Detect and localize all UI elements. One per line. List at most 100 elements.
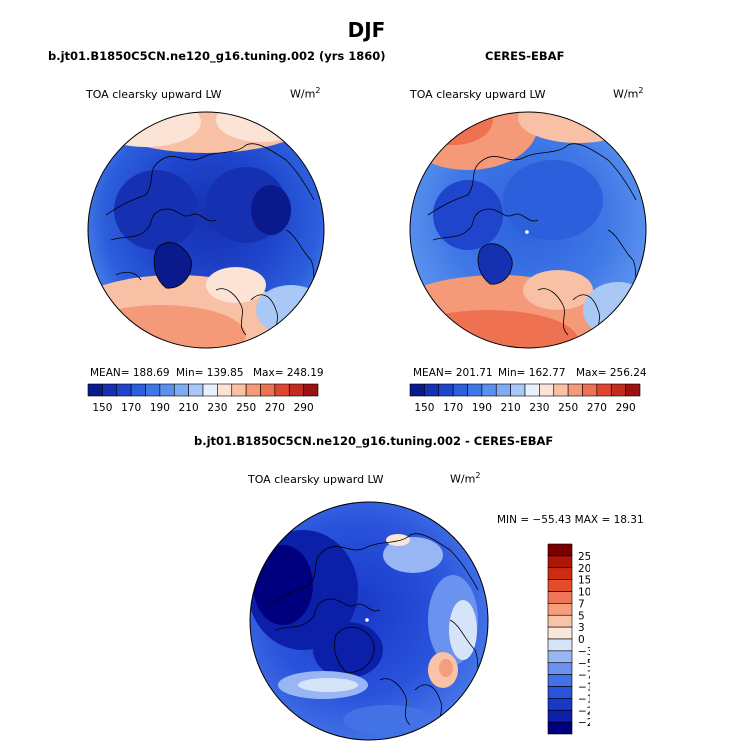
panel-1-colorbar-tick-label: 290	[294, 402, 314, 414]
panel-1-colorbar-tick-label: 190	[150, 402, 170, 414]
panel-2-colorbar-swatch	[452, 383, 468, 397]
panel-2-colorbar-tick-label: 230	[529, 402, 549, 414]
panel-1-colorbar-swatch	[260, 383, 276, 397]
panel-1-colorbar-tick-label: 150	[92, 402, 112, 414]
panel-2-colorbar-swatch	[582, 383, 598, 397]
panel-3-colorbar-swatch	[547, 626, 573, 640]
panel-1-colorbar: 150 170 190 210 230 250 270 290	[87, 383, 319, 414]
panel-3-colorbar-tick-label: 15	[578, 575, 590, 587]
panel-3-colorbar-swatch	[547, 721, 573, 735]
panel-3-colorbar-tick-label: 5	[578, 610, 585, 622]
panel-3-colorbar-swatch	[547, 638, 573, 652]
panel-3-variable-label: TOA clearsky upward LW	[248, 473, 384, 486]
panel-3-min-max: MIN = −55.43 MAX = 18.31	[497, 514, 644, 526]
panel-3-colorbar-tick-label: 0	[578, 634, 585, 646]
panel-3-colorbar-tick-label: −7	[578, 670, 590, 682]
panel-1-colorbar-tick-label: 210	[179, 402, 199, 414]
panel-3-map	[249, 501, 489, 741]
panel-1-colorbar-swatch	[87, 383, 103, 397]
panel-3-colorbar-swatch	[547, 555, 573, 569]
panel-2-colorbar-swatch	[495, 383, 511, 397]
panel-2-variable-label: TOA clearsky upward LW	[410, 88, 546, 101]
panel-2-map	[409, 111, 647, 349]
panel-3-colorbar-swatch	[547, 543, 573, 557]
panel-1-colorbar-swatch	[202, 383, 218, 397]
panel-2-colorbar-swatch	[409, 383, 425, 397]
panel-2-colorbar-swatch	[510, 383, 526, 397]
figure-title: DJF	[347, 18, 386, 42]
panel-1-map	[87, 111, 325, 349]
panel-1-colorbar-swatch	[188, 383, 204, 397]
panel-3-colorbar-tick-label: 20	[578, 563, 590, 575]
panel-3-colorbar-swatch	[547, 591, 573, 604]
panel-1-variable-label: TOA clearsky upward LW	[86, 88, 222, 101]
panel-1-colorbar-swatch	[303, 383, 319, 397]
panel-2-colorbar-swatch	[524, 383, 540, 397]
panel-3-colorbar-swatch	[547, 650, 573, 664]
panel-1-colorbar-swatch	[245, 383, 261, 397]
panel-1-title: b.jt01.B1850C5CN.ne120_g16.tuning.002 (y…	[48, 49, 386, 63]
panel-3-colorbar-tick-label: −25	[578, 717, 590, 729]
panel-2-colorbar-tick-label: 210	[501, 402, 521, 414]
panel-1-colorbar-swatch	[145, 383, 161, 397]
panel-2-colorbar-swatch	[567, 383, 583, 397]
panel-1-units-label: W/m2	[290, 86, 321, 101]
panel-1-mean: MEAN= 188.69	[90, 367, 170, 379]
panel-1-colorbar-swatch	[102, 383, 118, 397]
panel-3-colorbar-tick-label: −10	[578, 682, 590, 694]
panel-3-colorbar-swatch	[547, 686, 573, 699]
panel-1-colorbar-swatch	[130, 383, 146, 397]
panel-3-colorbar-tick-label: −3	[578, 646, 590, 658]
panel-2-colorbar-swatch	[625, 383, 641, 397]
panel-1-colorbar-tick-label: 170	[121, 402, 141, 414]
panel-3-colorbar-tick-label: −20	[578, 705, 590, 717]
panel-1-colorbar-swatch	[231, 383, 247, 397]
panel-2-colorbar-swatch	[610, 383, 626, 397]
panel-2-colorbar-swatch	[438, 383, 454, 397]
panel-1-max: Max= 248.19	[253, 367, 324, 379]
panel-1-colorbar-swatch	[159, 383, 175, 397]
panel-2-colorbar-swatch	[539, 383, 555, 397]
panel-2-colorbar-tick-label: 250	[558, 402, 578, 414]
panel-1-colorbar-tick-label: 230	[207, 402, 227, 414]
panel-3-colorbar-swatch	[547, 603, 573, 616]
panel-1-colorbar-tick-label: 250	[236, 402, 256, 414]
panel-3-colorbar-tick-label: 3	[578, 622, 585, 634]
panel-2-units-label: W/m2	[613, 86, 644, 101]
panel-2-colorbar-swatch	[424, 383, 440, 397]
panel-2-max: Max= 256.24	[576, 367, 647, 379]
panel-3-colorbar-tick-label: 10	[578, 587, 590, 599]
panel-2-min: Min= 162.77	[498, 367, 566, 379]
panel-1-colorbar-swatch	[274, 383, 290, 397]
panel-3-colorbar-swatch	[547, 709, 573, 723]
panel-3-colorbar-tick-label: −5	[578, 658, 590, 670]
panel-2-mean: MEAN= 201.71	[413, 367, 493, 379]
panel-2-colorbar-swatch	[481, 383, 497, 397]
panel-3-colorbar-swatch	[547, 662, 573, 675]
panel-2-colorbar-swatch	[553, 383, 569, 397]
panel-3-colorbar-swatch	[547, 698, 573, 711]
panel-1-colorbar-swatch	[288, 383, 304, 397]
panel-3-colorbar-tick-label: 25	[578, 551, 590, 563]
panel-2-colorbar: 150 170 190 210 230 250 270 290	[409, 383, 641, 414]
panel-1-colorbar-swatch	[217, 383, 233, 397]
panel-3-colorbar-swatch	[547, 567, 573, 580]
panel-1-min: Min= 139.85	[176, 367, 244, 379]
panel-2-colorbar-tick-label: 270	[587, 402, 607, 414]
panel-2-colorbar-tick-label: 290	[616, 402, 636, 414]
panel-3-title: b.jt01.B1850C5CN.ne120_g16.tuning.002 - …	[194, 434, 554, 448]
panel-2-colorbar-swatch	[596, 383, 612, 397]
panel-1-colorbar-tick-label: 270	[265, 402, 285, 414]
panel-2-title: CERES-EBAF	[485, 49, 565, 63]
panel-3-colorbar-tick-label: −15	[578, 693, 590, 705]
panel-3-colorbar-swatch	[547, 674, 573, 687]
panel-1-colorbar-swatch	[173, 383, 189, 397]
panel-3-colorbar-tick-label: 7	[578, 598, 585, 610]
panel-3-units-label: W/m2	[450, 471, 481, 486]
panel-3-colorbar-swatch	[547, 614, 573, 628]
panel-3-colorbar-swatch	[547, 579, 573, 592]
panel-2-colorbar-tick-label: 170	[443, 402, 463, 414]
panel-1-colorbar-swatch	[116, 383, 132, 397]
panel-2-colorbar-tick-label: 190	[472, 402, 492, 414]
